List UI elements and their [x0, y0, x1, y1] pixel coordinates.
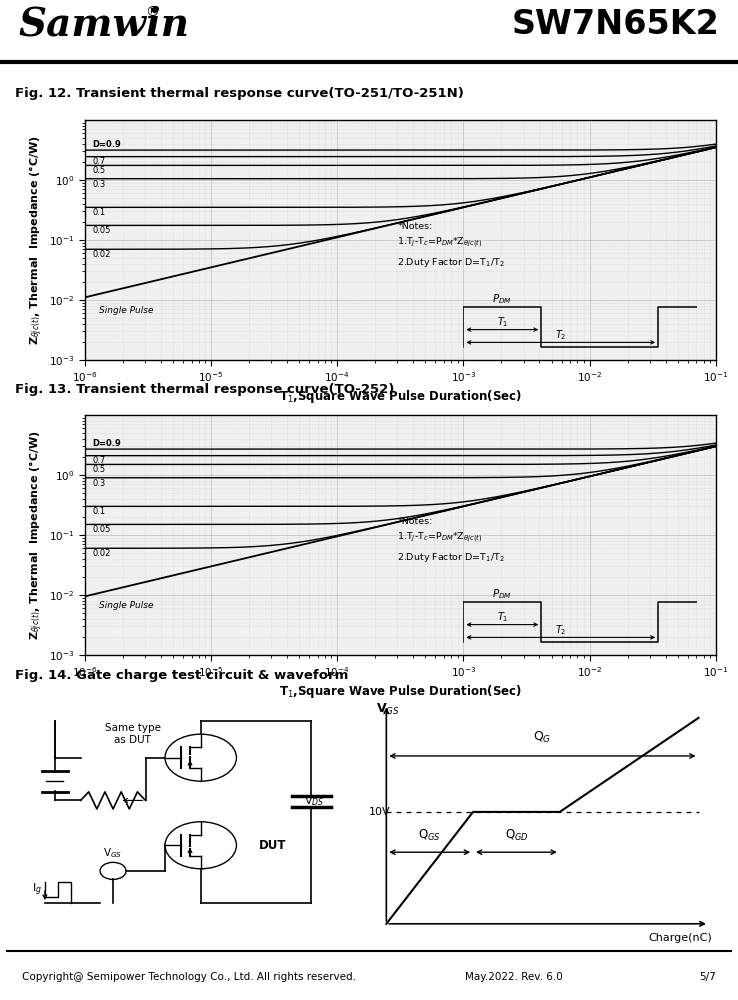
Text: 0.5: 0.5 [92, 465, 106, 474]
X-axis label: T$_1$,Square Wave Pulse Duration(Sec): T$_1$,Square Wave Pulse Duration(Sec) [279, 683, 522, 700]
Text: 0.1: 0.1 [92, 208, 106, 217]
Text: 0.3: 0.3 [92, 180, 106, 189]
Text: *Notes:
1.T$_j$-T$_c$=P$_{DM}$*Z$_{\theta jc(t)}$
2.Duty Factor D=T$_1$/T$_2$: *Notes: 1.T$_j$-T$_c$=P$_{DM}$*Z$_{\thet… [398, 222, 506, 269]
Text: D=0.9: D=0.9 [92, 140, 121, 149]
Text: Fig. 13. Transient thermal response curve(TO-252): Fig. 13. Transient thermal response curv… [15, 383, 394, 396]
Text: 0.5: 0.5 [92, 166, 106, 175]
Text: ®: ® [145, 6, 159, 20]
Text: I$_g$: I$_g$ [32, 882, 42, 898]
Y-axis label: Z$_{θjc(t)}$, Thermal  Impedance (°C/W): Z$_{θjc(t)}$, Thermal Impedance (°C/W) [27, 135, 45, 345]
X-axis label: T$_1$,Square Wave Pulse Duration(Sec): T$_1$,Square Wave Pulse Duration(Sec) [279, 388, 522, 405]
Text: 0.7: 0.7 [92, 456, 106, 465]
Text: 0.05: 0.05 [92, 525, 111, 534]
Text: *Notes:
1.T$_j$-T$_c$=P$_{DM}$*Z$_{\theta jc(t)}$
2.Duty Factor D=T$_1$/T$_2$: *Notes: 1.T$_j$-T$_c$=P$_{DM}$*Z$_{\thet… [398, 517, 506, 564]
Text: 0.7: 0.7 [92, 157, 106, 166]
Text: Copyright@ Semipower Technology Co., Ltd. All rights reserved.: Copyright@ Semipower Technology Co., Ltd… [22, 972, 356, 982]
Text: May.2022. Rev. 6.0: May.2022. Rev. 6.0 [465, 972, 562, 982]
Text: Fig. 14. Gate charge test circuit & waveform: Fig. 14. Gate charge test circuit & wave… [15, 670, 348, 682]
Text: Q$_{GD}$: Q$_{GD}$ [505, 828, 528, 843]
Text: 0.05: 0.05 [92, 226, 111, 235]
Text: DUT: DUT [259, 839, 286, 852]
Text: SW7N65K2: SW7N65K2 [511, 8, 720, 41]
Text: Single Pulse: Single Pulse [99, 601, 154, 610]
Text: Fig. 12. Transient thermal response curve(TO-251/TO-251N): Fig. 12. Transient thermal response curv… [15, 88, 463, 101]
Text: 0.3: 0.3 [92, 479, 106, 488]
Text: Q$_{GS}$: Q$_{GS}$ [418, 828, 441, 843]
Y-axis label: Z$_{θjc(t)}$, Thermal  Impedance (°C/W): Z$_{θjc(t)}$, Thermal Impedance (°C/W) [27, 430, 45, 640]
Text: D=0.9: D=0.9 [92, 439, 121, 448]
Text: Single Pulse: Single Pulse [99, 306, 154, 315]
Text: 0.1: 0.1 [92, 507, 106, 516]
Text: 0.02: 0.02 [92, 250, 111, 259]
Text: Samwin: Samwin [18, 6, 190, 44]
Text: Q$_G$: Q$_G$ [534, 730, 551, 745]
Text: Same type
as DUT: Same type as DUT [105, 723, 161, 745]
Text: 5/7: 5/7 [699, 972, 716, 982]
Text: Charge(nC): Charge(nC) [649, 933, 712, 943]
Text: V$_{DS}$: V$_{DS}$ [304, 795, 325, 808]
Text: V$_{GS}$: V$_{GS}$ [103, 846, 123, 860]
Text: V$_{GS}$: V$_{GS}$ [376, 702, 400, 717]
Text: 0.02: 0.02 [92, 549, 111, 558]
Text: 10V: 10V [369, 807, 390, 817]
